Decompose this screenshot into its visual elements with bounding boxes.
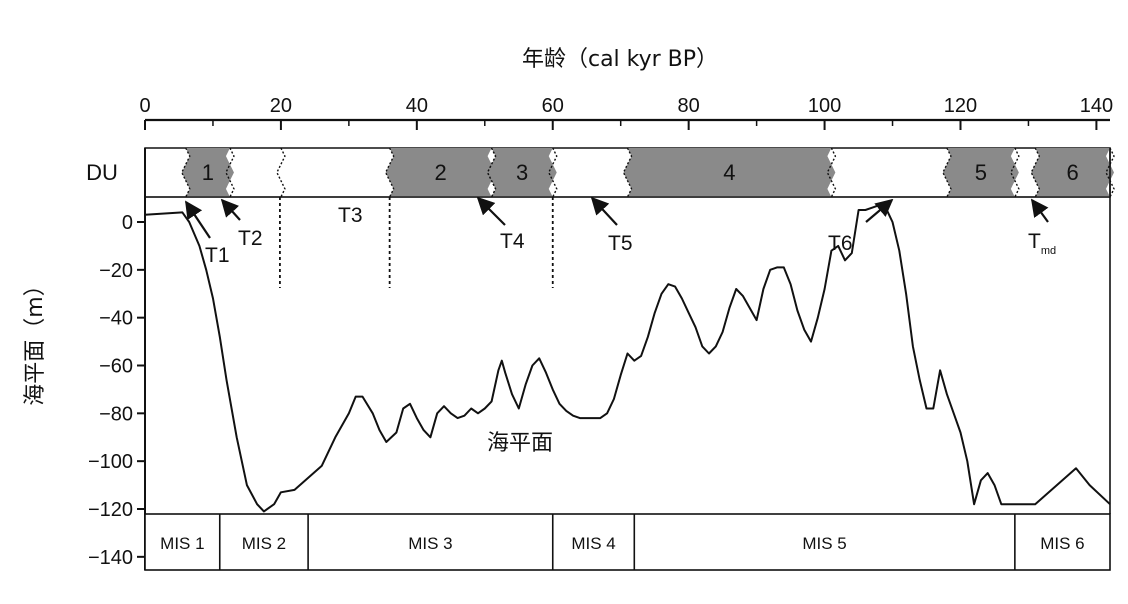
x-tick-label: 60 [542, 95, 564, 117]
y-axis: 0 −20 −40 −60 −80 −100 −120 −140 [88, 148, 146, 570]
y-tick-label: 0 [122, 212, 133, 234]
sea-level-line [144, 204, 1111, 513]
mis-stage-label: MIS 2 [242, 534, 286, 553]
mis-stage-label: MIS 4 [571, 534, 615, 553]
label-t4: T4 [500, 230, 525, 253]
arrow-t [1030, 198, 1049, 223]
label-t2: T2 [238, 227, 263, 250]
label-t: Tmd [1028, 230, 1056, 257]
plot-area [144, 148, 1111, 514]
y-tick-label: −80 [99, 403, 133, 425]
du-boundary [622, 147, 633, 198]
label-t5: T5 [608, 232, 633, 255]
mis-stage-label: MIS 3 [408, 534, 452, 553]
mis-stage-label: MIS 1 [160, 534, 204, 553]
du-unit-6 [1031, 148, 1114, 197]
arrow-t5 [590, 196, 618, 226]
y-tick-label: −120 [88, 499, 133, 521]
x-tick-label: 100 [808, 95, 841, 117]
y-tick-label: −100 [88, 451, 133, 473]
du-unit-label: 3 [516, 160, 528, 185]
du-boundary [1030, 147, 1041, 198]
du-boundary [276, 147, 286, 198]
du-unit-label: 1 [202, 160, 214, 185]
du-band: DU 1 2 3 4 5 6 [86, 147, 1115, 198]
series-label: 海平面 [487, 431, 553, 456]
du-unit-label: 4 [723, 160, 735, 185]
du-label: DU [86, 160, 118, 185]
x-tick-label: 20 [270, 95, 292, 117]
du-boundary [942, 147, 952, 198]
du-unit-1 [181, 148, 234, 197]
du-boundary [1010, 147, 1020, 198]
x-tick-label: 40 [406, 95, 428, 117]
y-tick-label: −20 [99, 260, 133, 282]
du-unit-label: 2 [434, 160, 446, 185]
y-tick-label: −40 [99, 308, 133, 330]
mis-stage-label: MIS 5 [802, 534, 846, 553]
label-t1: T1 [205, 244, 230, 267]
label-t6: T6 [828, 232, 853, 255]
du-unit-3 [487, 148, 557, 197]
mis-stage-label: MIS 6 [1040, 534, 1084, 553]
x-tick-label: 80 [678, 95, 700, 117]
du-boundary [384, 147, 395, 198]
arrow-t6 [865, 198, 894, 223]
du-boundary [826, 147, 837, 198]
x-tick-label: 0 [139, 95, 150, 117]
du-boundary [547, 147, 558, 198]
mis-band: MIS 1 MIS 2 MIS 3 MIS 4 MIS 5 MIS 6 [144, 513, 1111, 571]
y-tick-label: −140 [88, 547, 133, 569]
x-axis: 0 20 40 60 80 100 120 140 [139, 95, 1113, 130]
x-tick-label: 140 [1080, 95, 1113, 117]
x-tick-label: 120 [944, 95, 977, 117]
arrow-t4 [476, 196, 506, 226]
du-unit-5 [942, 148, 1019, 197]
du-boundary [225, 147, 235, 198]
y-tick-label: −60 [99, 356, 133, 378]
du-boundary [1105, 147, 1115, 198]
label-subscript: md [1041, 245, 1056, 257]
y-axis-title: 海平面（m） [23, 274, 48, 405]
du-boundary [180, 147, 191, 198]
arrow-t2 [220, 198, 241, 221]
arrow-t1 [185, 200, 211, 239]
du-unit-2 [385, 148, 496, 197]
annotations: T1 T2 T3 T4 T5 T6 Tmd [185, 196, 1056, 267]
x-axis-title: 年龄（cal kyr BP） [522, 47, 718, 72]
mis-frame [144, 513, 1111, 571]
du-boundary [486, 147, 497, 198]
du-unit-label: 6 [1066, 160, 1078, 185]
label-t3: T3 [338, 204, 363, 227]
du-unit-4 [623, 148, 836, 197]
du-unit-label: 5 [975, 160, 987, 185]
